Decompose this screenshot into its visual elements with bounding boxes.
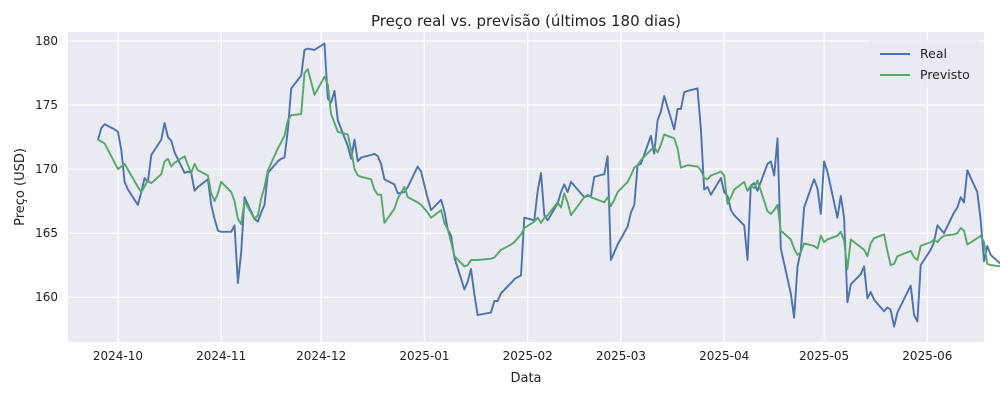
y-tick-label: 180 (35, 34, 58, 48)
y-tick-label: 175 (35, 98, 58, 112)
legend-label-previsto: Previsto (920, 67, 970, 82)
y-axis-label: Preço (USD) (13, 148, 28, 226)
x-tick-label: 2025-04 (699, 349, 749, 363)
x-tick-label: 2025-05 (799, 349, 849, 363)
y-axis-ticks: 160 165 170 175 180 (35, 34, 58, 304)
legend-label-real: Real (920, 46, 947, 61)
x-tick-label: 2024-12 (296, 349, 346, 363)
x-tick-label: 2025-02 (503, 349, 553, 363)
grid (68, 32, 984, 342)
y-tick-label: 165 (35, 226, 58, 240)
x-axis-ticks: 2024-10 2024-11 2024-12 2025-01 2025-02 2025-… (93, 349, 953, 363)
x-tick-label: 2025-06 (902, 349, 952, 363)
legend: Real Previsto (870, 40, 978, 88)
x-tick-label: 2025-01 (399, 349, 449, 363)
x-tick-label: 2025-03 (596, 349, 646, 363)
x-tick-label: 2024-11 (196, 349, 246, 363)
series-layer (97, 42, 1000, 328)
y-tick-label: 170 (35, 162, 58, 176)
series-line-previsto (97, 68, 1000, 270)
y-tick-label: 160 (35, 290, 58, 304)
series-line-real (97, 42, 1000, 328)
chart-title: Preço real vs. previsão (últimos 180 dia… (371, 12, 681, 30)
x-tick-label: 2024-10 (93, 349, 143, 363)
x-axis-label: Data (510, 371, 541, 386)
